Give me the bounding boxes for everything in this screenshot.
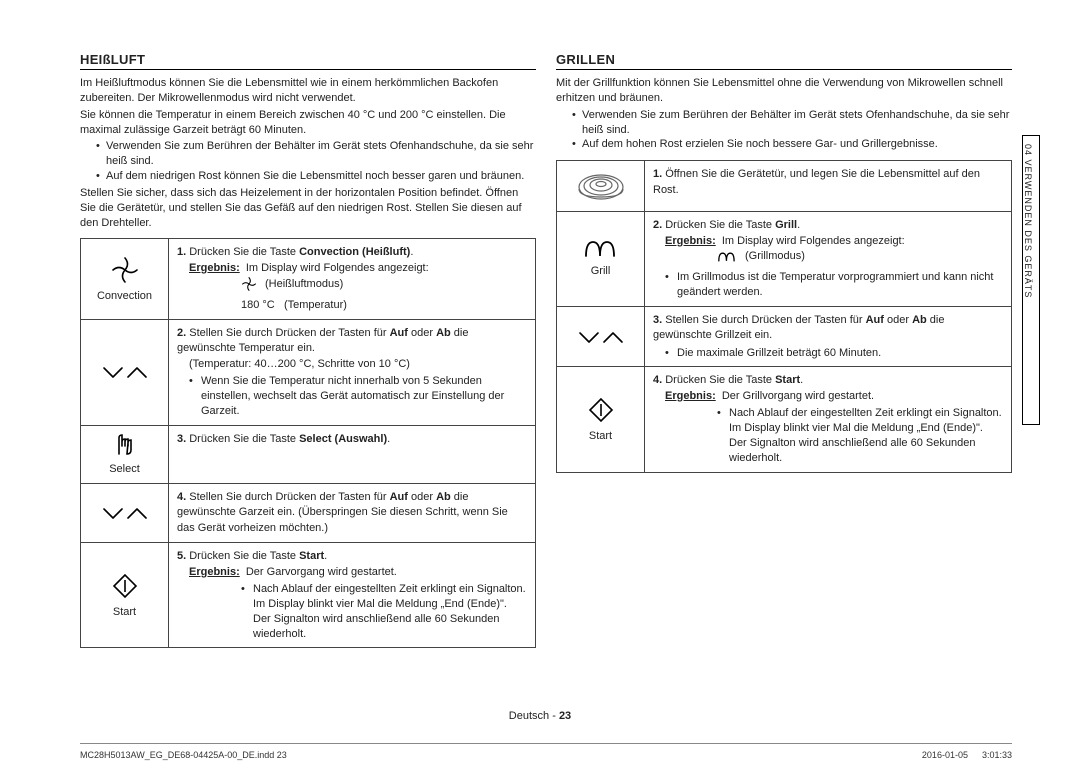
text: Stellen Sie sicher, dass sich das Heizel… <box>80 186 536 231</box>
grill-icon <box>584 238 618 260</box>
select-icon-cell: Select <box>81 425 169 483</box>
step-cell: 4. Drücken Sie die Taste Start. Ergebnis… <box>645 367 1012 472</box>
select-icon <box>112 432 138 458</box>
rack-icon <box>575 167 627 205</box>
start-icon <box>110 571 140 601</box>
list-item: Verwenden Sie zum Berühren der Behälter … <box>572 108 1012 138</box>
step-cell: 3. Drücken Sie die Taste Select (Auswahl… <box>169 425 536 483</box>
print-meta: MC28H5013AW_EG_DE68-04425A-00_DE.indd 23… <box>80 743 1012 760</box>
grillen-column: GRILLEN Mit der Grillfunktion können Sie… <box>556 52 1012 648</box>
convection-icon <box>110 255 140 285</box>
updown-icon-cell <box>557 306 645 367</box>
grillen-steps-table: 1. Öffnen Sie die Gerätetür, und legen S… <box>556 160 1012 472</box>
grillen-heading: GRILLEN <box>556 52 1012 70</box>
heissluft-steps-table: Convection 1. Drücken Sie die Taste Conv… <box>80 238 536 648</box>
grill-icon-cell: Grill <box>557 212 645 307</box>
section-tab: 04 VERWENDEN DES GERÄTS <box>1022 135 1040 425</box>
down-up-icon <box>100 503 150 523</box>
footer-file: MC28H5013AW_EG_DE68-04425A-00_DE.indd 23 <box>80 750 287 760</box>
down-up-icon <box>100 362 150 382</box>
heissluft-heading: HEIßLUFT <box>80 52 536 70</box>
start-icon <box>586 395 616 425</box>
convection-icon-cell: Convection <box>81 239 169 320</box>
text: Im Heißluftmodus können Sie die Lebensmi… <box>80 76 536 106</box>
step-cell: 5. Drücken Sie die Taste Start. Ergebnis… <box>169 543 536 648</box>
step-cell: 4. Stellen Sie durch Drücken der Tasten … <box>169 484 536 543</box>
list-item: Auf dem niedrigen Rost können Sie die Le… <box>96 169 536 184</box>
rack-icon-cell <box>557 161 645 212</box>
updown-icon-cell <box>81 484 169 543</box>
down-up-icon <box>576 327 626 347</box>
step-cell: 3. Stellen Sie durch Drücken der Tasten … <box>645 306 1012 367</box>
start-icon-cell: Start <box>557 367 645 472</box>
text: Mit der Grillfunktion können Sie Lebensm… <box>556 76 1012 106</box>
footer-date: 2016-01-05 3:01:33 <box>922 750 1012 760</box>
step-cell: 2. Drücken Sie die Taste Grill. Ergebnis… <box>645 212 1012 307</box>
list-item: Verwenden Sie zum Berühren der Behälter … <box>96 139 536 169</box>
convection-small-icon <box>241 276 257 292</box>
updown-icon-cell <box>81 320 169 426</box>
step-cell: 2. Stellen Sie durch Drücken der Tasten … <box>169 320 536 426</box>
page-footer: Deutsch - 23 <box>0 710 1080 722</box>
start-icon-cell: Start <box>81 543 169 648</box>
step-cell: 1. Drücken Sie die Taste Convection (Hei… <box>169 239 536 320</box>
heissluft-column: HEIßLUFT Im Heißluftmodus können Sie die… <box>80 52 536 648</box>
grill-small-icon <box>717 251 737 263</box>
text: Sie können die Temperatur in einem Berei… <box>80 108 536 138</box>
list-item: Auf dem hohen Rost erzielen Sie noch bes… <box>572 137 1012 152</box>
step-cell: 1. Öffnen Sie die Gerätetür, und legen S… <box>645 161 1012 212</box>
